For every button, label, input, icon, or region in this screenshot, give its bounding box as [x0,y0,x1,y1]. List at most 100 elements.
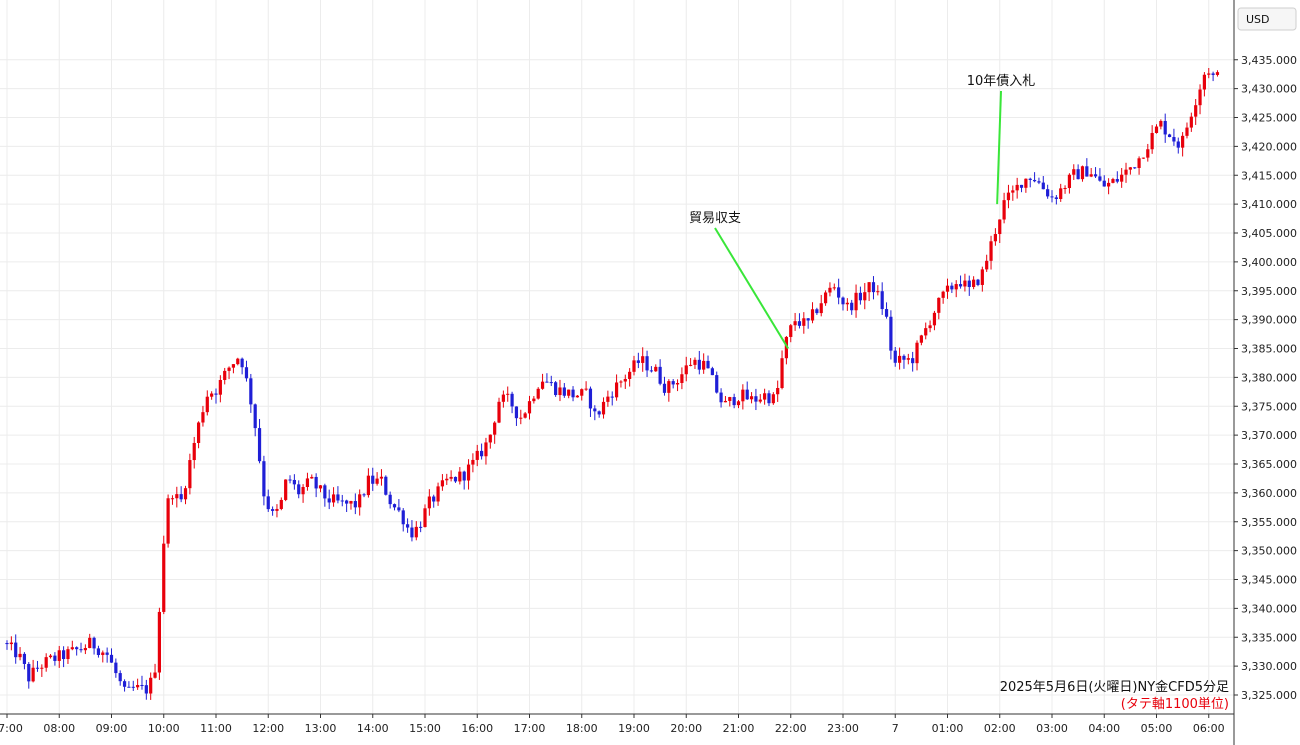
candle-body [1037,181,1041,183]
candle-body [453,476,458,482]
candle-body [1137,158,1141,168]
candle-body [732,397,736,406]
y-tick-label: 3,335.000 [1241,631,1297,644]
candle-body [192,442,196,461]
candle-body [597,411,601,415]
x-tick-label: 08:00 [43,722,75,735]
candle-body [1046,189,1050,197]
candle-body [689,364,693,366]
candle-body [414,526,418,538]
x-tick-label: 18:00 [566,722,598,735]
candle-body [575,395,579,398]
candle-body [458,471,462,482]
chart-caption: 2025年5月6日(火曜日)NY金CFD5分足 [1000,679,1229,695]
y-tick-label: 3,435.000 [1241,54,1297,67]
candle-body [1111,179,1115,183]
candle-body [1015,184,1019,191]
candle-body [471,459,475,465]
annotations: 貿易収支 10年債入札 [689,74,1035,350]
candle-body [18,653,22,658]
candle-body [227,367,231,371]
candle-body [175,494,179,499]
candle-body [162,543,166,612]
candle-body [75,647,79,650]
candle-body [649,370,654,372]
candle-body [697,359,701,370]
candle-body [423,508,427,528]
y-tick-label: 3,425.000 [1241,112,1297,125]
candle-body [954,284,958,290]
candle-body [92,637,96,649]
candles [5,68,1220,700]
candle-body [140,685,144,687]
candle-body [950,285,954,290]
candle-body [567,389,571,396]
candle-body [122,681,127,687]
candle-body [958,284,963,287]
price-axis: 3,325.000 3,330.000 3,335.000 3,340.000 3,34… [1234,54,1297,702]
candle-body [14,642,18,658]
candle-body [1124,169,1128,175]
candle-body [1059,188,1063,199]
candle-body [1115,179,1119,182]
candle-body [906,358,910,360]
candle-body [993,234,997,242]
y-tick-label: 3,345.000 [1241,574,1297,587]
candle-body [884,309,889,317]
candle-body [915,342,919,364]
x-tick-label: 19:00 [618,722,650,735]
candle-body [562,387,566,396]
candle-body [201,412,205,423]
candle-body [379,476,384,479]
candle-body [932,312,937,326]
candle-body [1154,126,1159,133]
candle-body [632,360,636,372]
candle-body [432,496,436,502]
currency-label: USD [1246,13,1270,26]
candle-body [998,219,1002,235]
candle-body [902,355,906,360]
candle-body [1133,167,1137,169]
candle-body [318,485,323,489]
candle-body [301,487,305,495]
x-tick-label: 11:00 [200,722,232,735]
candle-body [149,677,153,694]
time-axis: 07:00 08:00 09:00 10:00 11:00 12:00 13:00 14:00… [0,714,1225,735]
candle-body [693,359,697,365]
candle-body [345,500,349,504]
candle-body [109,654,114,663]
candle-body [327,498,331,503]
x-tick-label: 05:00 [1141,722,1173,735]
x-tick-label: 04:00 [1088,722,1120,735]
y-tick-label: 3,410.000 [1241,198,1297,211]
candle-body [662,383,667,393]
candle-body [462,471,466,481]
candle-body [410,527,414,538]
annotation-label: 貿易収支 [689,211,741,226]
y-tick-label: 3,330.000 [1241,660,1297,673]
candle-body [702,360,706,370]
candle-body [31,667,35,682]
candle-body [793,321,797,326]
candle-body [758,399,762,402]
candle-body [1141,157,1146,159]
candle-body [819,303,823,314]
candle-body [1093,174,1098,177]
candle-body [1041,182,1045,190]
candle-body [275,508,279,511]
y-tick-label: 3,390.000 [1241,314,1297,327]
candle-body [593,408,597,412]
candle-body [858,292,863,301]
candle-body [754,396,758,402]
candle-body [1211,73,1215,75]
candle-body [671,381,675,385]
candle-body [271,509,275,511]
candle-body [601,401,606,415]
candle-body [401,510,405,525]
candle-body [397,507,401,511]
candle-body [963,280,967,287]
candle-body [1198,89,1202,106]
candle-body [445,478,449,481]
candle-body [493,422,497,435]
candle-body [580,389,584,396]
